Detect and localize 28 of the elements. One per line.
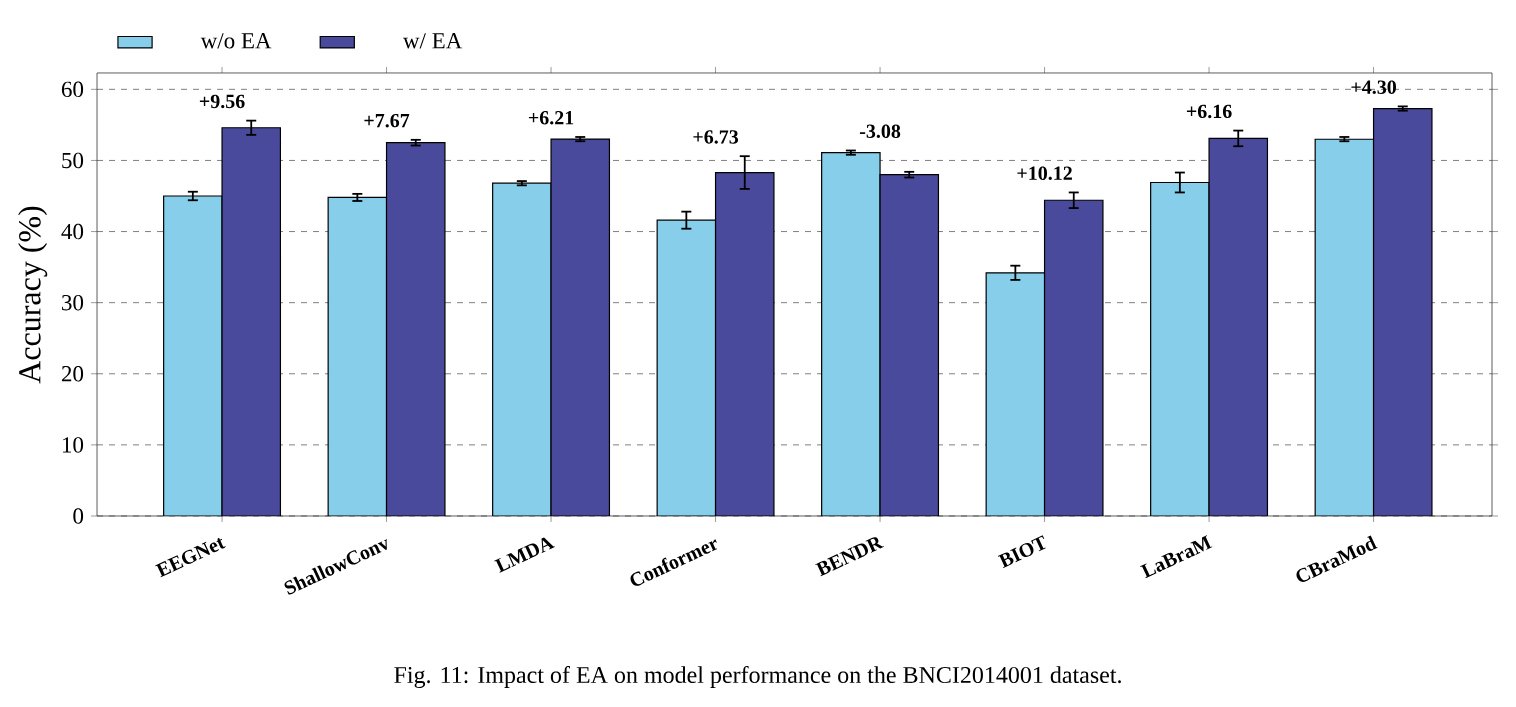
y-tick-label: 20 — [61, 366, 84, 382]
annotation: +9.56 — [199, 94, 245, 109]
annotation: -3.08 — [859, 124, 901, 139]
annotation: +6.16 — [1186, 104, 1232, 119]
legend-label: w/o EA — [200, 33, 272, 49]
caption: Fig. 11: Impact of EA on model performance on the BNCI2014001 dataset. — [394, 665, 1121, 689]
bar — [1043, 199, 1104, 516]
annotation: +6.21 — [528, 111, 574, 125]
annotation: +6.73 — [693, 130, 739, 144]
y-tick-label: 10 — [62, 437, 84, 453]
x-tick-label: BIOT — [997, 535, 1046, 568]
y-tick-label: 50 — [62, 152, 84, 169]
y-tick-label: 40 — [61, 223, 84, 240]
annotation: +10.12 — [1017, 166, 1072, 181]
bar — [879, 174, 940, 516]
bar — [385, 142, 446, 516]
bar — [221, 127, 282, 516]
bar — [1372, 107, 1433, 516]
bar — [1208, 137, 1269, 516]
y-tick-label: 30 — [62, 294, 84, 311]
y-axis-title: Accuracy (%) — [18, 206, 48, 384]
bar — [550, 138, 611, 516]
y-tick-label: 0 — [73, 508, 84, 524]
bar — [714, 171, 775, 516]
annotation: +4.30 — [1351, 80, 1397, 95]
y-tick-label: 60 — [61, 81, 84, 98]
annotation: +7.67 — [364, 113, 410, 128]
legend-label: w/ EA — [402, 33, 463, 49]
